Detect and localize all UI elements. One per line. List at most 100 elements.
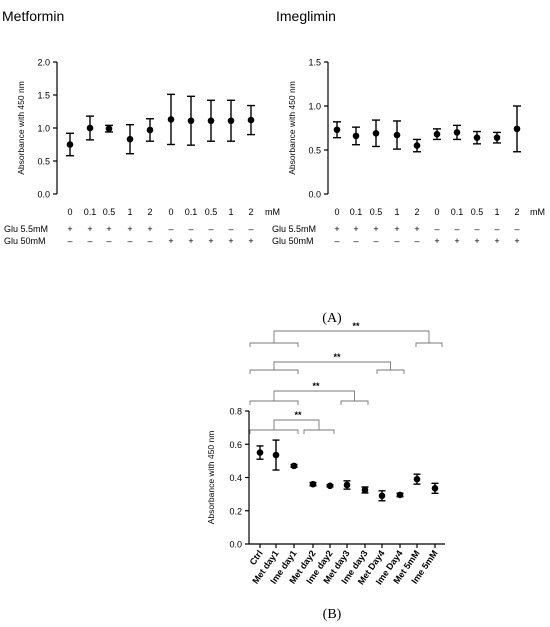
condition-sign: + — [168, 236, 173, 246]
condition-sign: – — [106, 236, 111, 246]
imeglimin-chart: 0.0 0.5 1.0 1.5 Absorbance with 450 nm 0 0.1 0.… — [272, 58, 545, 247]
x-tick-label: 2 — [248, 207, 253, 217]
condition-sign: + — [127, 224, 132, 234]
condition-sign: – — [188, 224, 193, 234]
data-point — [272, 451, 280, 459]
data-point — [343, 481, 351, 489]
condition-sign: + — [228, 236, 233, 246]
x-tick-label: 0 — [168, 207, 173, 217]
y-tick-label: 0.8 — [229, 407, 242, 417]
metformin-chart: 0.0 0.5 1.0 1.5 2.0 Absorbance with 450 nm 0 0.… — [4, 58, 280, 247]
x-tick-label: 0 — [67, 207, 72, 217]
data-point — [372, 129, 380, 137]
x-tick-label: 0 — [334, 207, 339, 217]
condition-sign: + — [353, 224, 358, 234]
data-point — [256, 449, 264, 456]
y-tick-label: 0.6 — [229, 440, 242, 450]
condition-sign: + — [87, 224, 92, 234]
data-point — [207, 117, 215, 125]
condition-sign: – — [353, 236, 358, 246]
condition-sign: – — [434, 224, 439, 234]
x-tick-label: 1 — [127, 207, 132, 217]
condition-sign: + — [394, 224, 399, 234]
significance-bracket — [249, 390, 369, 405]
condition-sign: – — [474, 224, 479, 234]
significance-bracket — [249, 419, 335, 434]
x-tick-label: 1 — [228, 207, 233, 217]
condition-sign: + — [454, 236, 459, 246]
data-point — [187, 117, 195, 125]
y-tick-label: 0.0 — [37, 190, 50, 200]
data-point — [352, 132, 360, 140]
metformin-chart-title: Metformin — [2, 8, 64, 24]
panel-b-label: (B) — [323, 607, 342, 622]
data-point — [333, 126, 341, 134]
data-point — [86, 124, 94, 132]
condition-sign: + — [208, 236, 213, 246]
data-point — [146, 126, 154, 134]
data-point — [309, 480, 317, 488]
significance-label: ** — [312, 381, 320, 391]
condition-sign: – — [248, 224, 253, 234]
condition-sign: + — [434, 236, 439, 246]
x-tick-label: 0.5 — [103, 207, 116, 217]
data-point — [126, 135, 134, 143]
data-point — [493, 134, 501, 141]
x-tick-label: 0.1 — [451, 207, 464, 217]
data-point — [167, 116, 175, 123]
data-point — [431, 485, 439, 492]
condition-sign: – — [67, 236, 72, 246]
data-point — [66, 141, 74, 148]
x-tick-label: 0.1 — [84, 207, 97, 217]
y-tick-label: 0.5 — [37, 157, 50, 167]
data-point — [393, 131, 401, 139]
data-point — [361, 486, 369, 494]
condition-sign: – — [87, 236, 92, 246]
condition-sign: + — [334, 224, 339, 234]
significance-bracket — [249, 361, 405, 374]
data-point — [453, 129, 461, 136]
condition-sign: – — [414, 236, 419, 246]
y-tick-label: 2.0 — [37, 58, 50, 68]
data-point — [247, 116, 255, 124]
data-point — [227, 117, 235, 125]
x-tick-label: 0.5 — [471, 207, 484, 217]
y-axis-label: Absorbance with 450 nm — [206, 431, 216, 525]
data-point — [473, 134, 481, 141]
x-tick-label: 0.1 — [185, 207, 198, 217]
condition-sign: – — [334, 236, 339, 246]
condition-sign: – — [147, 236, 152, 246]
condition-sign: + — [188, 236, 193, 246]
x-tick-label: 0 — [434, 207, 439, 217]
x-tick-label: 1 — [394, 207, 399, 217]
y-tick-label: 0.0 — [308, 190, 321, 200]
y-tick-label: 0.4 — [229, 473, 242, 483]
data-point — [105, 125, 113, 132]
y-tick-label: 1.5 — [37, 91, 50, 101]
condition-sign: + — [147, 224, 152, 234]
condition-sign: – — [373, 236, 378, 246]
condition-sign: – — [228, 224, 233, 234]
data-point — [433, 130, 441, 138]
condition-sign: + — [106, 224, 111, 234]
condition-sign: – — [208, 224, 213, 234]
condition-sign: – — [168, 224, 173, 234]
condition-sign: + — [67, 224, 72, 234]
condition-sign: + — [414, 224, 419, 234]
condition-row-label: Glu 50mM — [272, 236, 314, 246]
y-tick-label: 1.5 — [308, 58, 321, 68]
condition-sign: – — [454, 224, 459, 234]
data-point — [513, 125, 521, 133]
x-tick-label: 0.5 — [370, 207, 383, 217]
condition-sign: – — [127, 236, 132, 246]
x-tick-label: 0.5 — [205, 207, 218, 217]
data-point — [396, 491, 404, 499]
condition-sign: + — [494, 236, 499, 246]
condition-row-label: Glu 50mM — [4, 236, 46, 246]
significance-label: ** — [352, 321, 360, 331]
x-tick-label: 0.1 — [350, 207, 363, 217]
data-point — [413, 142, 421, 149]
imeglimin-chart-title: Imeglimin — [276, 8, 336, 24]
y-axis-label: Absorbance with 450 nm — [287, 81, 297, 175]
